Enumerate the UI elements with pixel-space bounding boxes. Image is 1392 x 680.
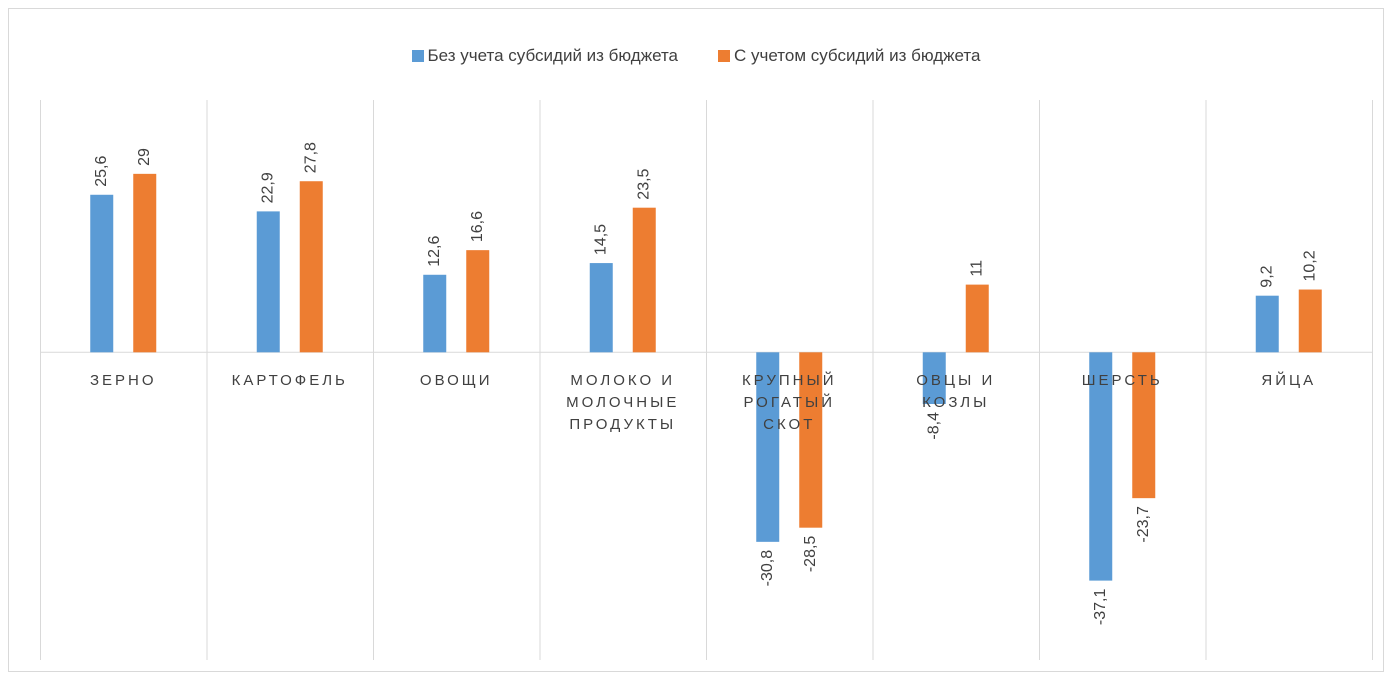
legend-label: С учетом субсидий из бюджета <box>734 46 981 65</box>
value-label: -28,5 <box>802 536 819 573</box>
value-label: -23,7 <box>1135 506 1152 543</box>
value-label: 27,8 <box>302 142 319 173</box>
legend-label: Без учета субсидий из бюджета <box>427 46 679 65</box>
value-label: 22,9 <box>259 172 276 203</box>
value-label: 11 <box>968 260 985 277</box>
x-tick-label: ОВЦЫ И КОЗЛЫ <box>916 372 996 412</box>
bar <box>756 352 780 542</box>
bar <box>1089 352 1113 581</box>
bar <box>1298 289 1322 353</box>
value-label: -37,1 <box>1092 589 1109 626</box>
x-tick-label: ЯЙЦА <box>1261 372 1317 390</box>
value-label: 25,6 <box>93 156 110 187</box>
value-label: 12,6 <box>426 236 443 267</box>
bar <box>299 181 323 353</box>
bar <box>1255 295 1279 353</box>
bar <box>965 284 989 353</box>
value-label: 10,2 <box>1301 250 1318 281</box>
bar <box>256 211 280 353</box>
value-label: 29 <box>136 148 153 166</box>
x-tick-label: КАРТОФЕЛЬ <box>231 372 348 390</box>
bar <box>90 194 114 353</box>
chart-border <box>8 8 1384 672</box>
bar <box>466 250 490 353</box>
value-label: 23,5 <box>635 168 652 199</box>
bar <box>922 352 946 404</box>
x-tick-label: ЗЕРНО <box>89 372 157 390</box>
value-label: 14,5 <box>592 224 609 255</box>
x-tick-label: МОЛОКО И МОЛОЧНЫЕ ПРОДУКТЫ <box>566 372 680 434</box>
value-label: -8,4 <box>925 412 942 440</box>
bar <box>589 263 613 353</box>
value-label: 9,2 <box>1258 265 1275 287</box>
x-tick-label: КРУПНЫЙ РОГАТЫЙ СКОТ <box>741 372 837 434</box>
value-label: -30,8 <box>759 550 776 587</box>
bar <box>423 274 447 353</box>
legend-swatch <box>411 50 424 62</box>
x-tick-label: ОВОЩИ <box>419 372 493 390</box>
bar <box>799 352 823 528</box>
legend-item: Без учета субсидий из бюджета <box>411 46 679 66</box>
x-tick-label: ШЕРСТЬ <box>1081 372 1163 390</box>
bar <box>632 207 656 353</box>
bar <box>1132 352 1156 499</box>
legend-item: С учетом субсидий из бюджета <box>718 46 980 66</box>
value-label: 16,6 <box>469 211 486 242</box>
bar <box>133 173 157 353</box>
legend-swatch <box>718 50 731 62</box>
